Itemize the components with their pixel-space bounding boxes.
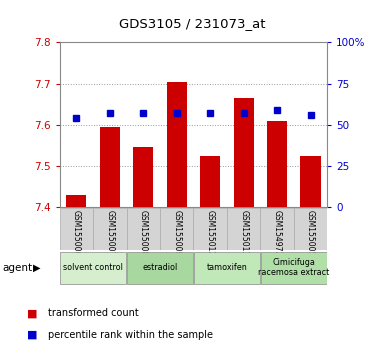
Text: estradiol: estradiol <box>142 263 177 272</box>
Text: ■: ■ <box>27 330 37 339</box>
Text: GSM154972: GSM154972 <box>273 210 281 256</box>
Bar <box>60 208 93 250</box>
Bar <box>200 156 220 207</box>
Text: GSM155008: GSM155008 <box>139 210 148 256</box>
Bar <box>261 252 326 284</box>
Bar <box>133 147 153 207</box>
Text: GSM155012: GSM155012 <box>206 210 215 256</box>
Bar <box>294 208 327 250</box>
Text: ▶: ▶ <box>33 263 40 273</box>
Bar <box>300 156 321 207</box>
Bar <box>234 98 254 207</box>
Text: ■: ■ <box>27 308 37 318</box>
Bar <box>194 252 260 284</box>
Text: percentile rank within the sample: percentile rank within the sample <box>48 330 213 339</box>
Text: GDS3105 / 231073_at: GDS3105 / 231073_at <box>119 17 266 30</box>
Bar <box>66 195 86 207</box>
Bar <box>160 208 194 250</box>
Text: GSM155005: GSM155005 <box>306 210 315 256</box>
Text: transformed count: transformed count <box>48 308 139 318</box>
Text: Cimicifuga
racemosa extract: Cimicifuga racemosa extract <box>258 258 330 277</box>
Bar <box>100 127 120 207</box>
Bar <box>167 81 187 207</box>
Bar <box>127 208 160 250</box>
Bar <box>60 252 126 284</box>
Text: GSM155006: GSM155006 <box>72 210 81 256</box>
Text: tamoxifen: tamoxifen <box>206 263 247 272</box>
Bar <box>227 208 260 250</box>
Bar <box>193 208 227 250</box>
Text: agent: agent <box>2 263 32 273</box>
Bar <box>93 208 127 250</box>
Text: GSM155007: GSM155007 <box>105 210 114 256</box>
Bar <box>260 208 294 250</box>
Bar <box>127 252 193 284</box>
Text: GSM155013: GSM155013 <box>239 210 248 256</box>
Bar <box>267 121 287 207</box>
Text: solvent control: solvent control <box>63 263 123 272</box>
Text: GSM155009: GSM155009 <box>172 210 181 256</box>
